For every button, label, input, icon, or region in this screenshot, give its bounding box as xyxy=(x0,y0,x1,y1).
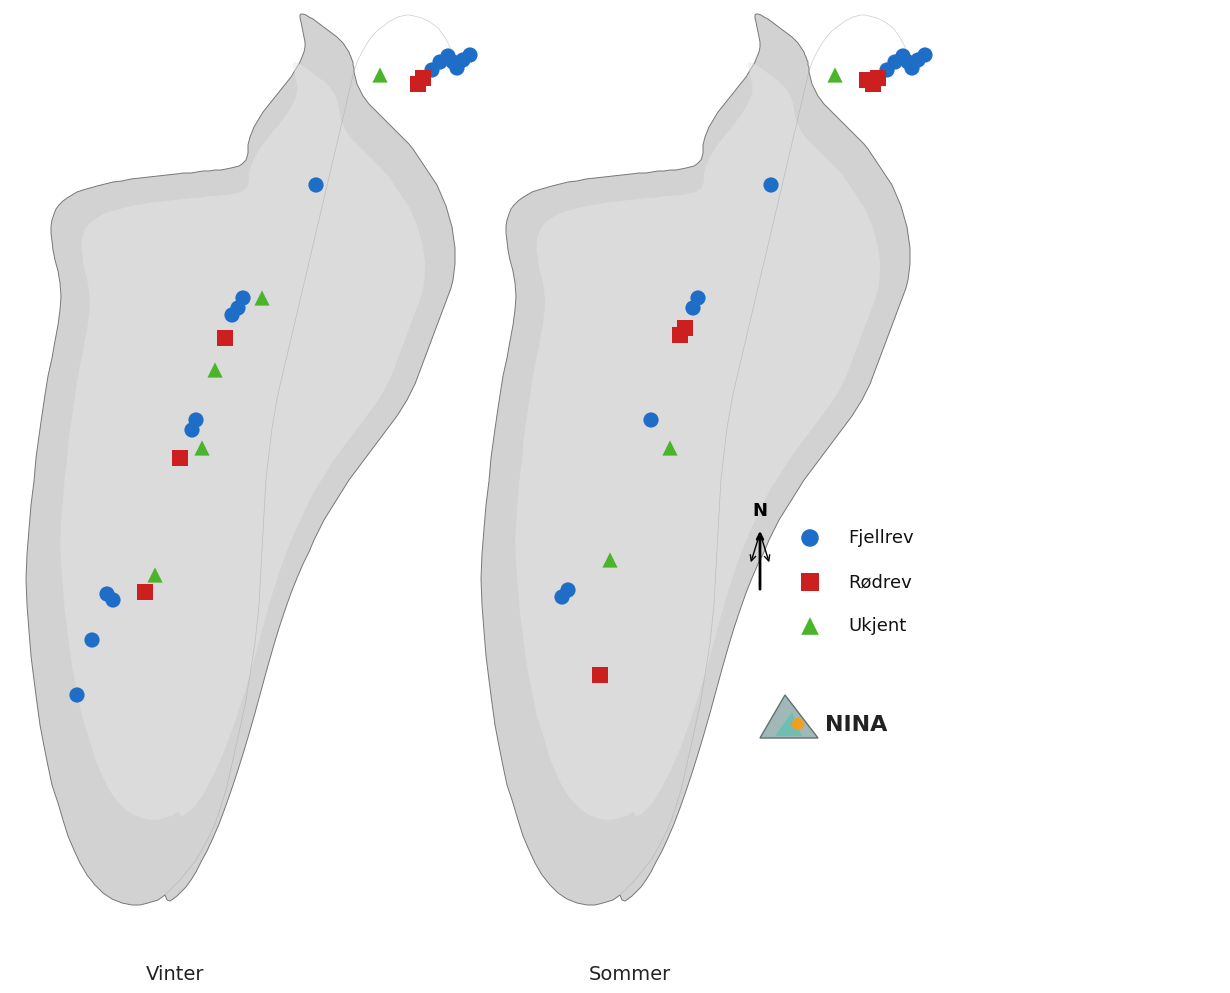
Point xyxy=(97,586,117,602)
Point xyxy=(915,47,935,63)
Point xyxy=(683,300,702,316)
Text: Vinter: Vinter xyxy=(145,965,204,984)
Point xyxy=(886,54,905,70)
Point xyxy=(877,62,897,77)
Point xyxy=(252,290,272,306)
Point xyxy=(228,300,247,316)
Polygon shape xyxy=(775,712,802,736)
Point xyxy=(422,62,442,77)
Point xyxy=(182,422,202,438)
Text: Ukjent: Ukjent xyxy=(847,617,907,635)
Point xyxy=(82,633,102,648)
Point xyxy=(801,618,820,634)
Point xyxy=(801,574,820,590)
Point xyxy=(306,177,326,193)
Text: Sommer: Sommer xyxy=(589,965,672,984)
Text: NINA: NINA xyxy=(825,715,887,735)
Point xyxy=(170,450,189,466)
Point xyxy=(558,582,578,598)
Point xyxy=(788,716,808,732)
Point xyxy=(908,52,927,68)
Polygon shape xyxy=(481,14,910,905)
Point xyxy=(438,48,458,64)
Point xyxy=(460,47,480,63)
Point xyxy=(430,54,450,70)
Polygon shape xyxy=(26,14,455,905)
Point xyxy=(863,76,883,92)
Point xyxy=(408,76,428,92)
Text: Rødrev: Rødrev xyxy=(847,573,911,591)
Point xyxy=(857,72,877,88)
Polygon shape xyxy=(515,63,879,820)
Point xyxy=(670,327,690,343)
Point xyxy=(801,530,820,546)
Point xyxy=(443,54,462,70)
Point xyxy=(448,60,467,75)
Point xyxy=(902,60,921,75)
Point xyxy=(103,592,123,608)
Point xyxy=(370,68,390,83)
Point xyxy=(135,584,155,600)
Point xyxy=(68,687,87,703)
Point xyxy=(205,362,225,378)
Point xyxy=(145,567,165,583)
Point xyxy=(761,177,781,193)
Point xyxy=(223,307,242,323)
Point xyxy=(868,71,888,86)
Point xyxy=(600,552,620,568)
Point xyxy=(893,48,913,64)
Point xyxy=(825,68,845,83)
Point xyxy=(688,290,707,306)
Point xyxy=(215,330,235,346)
Point xyxy=(234,290,253,306)
Point xyxy=(552,589,572,605)
Point xyxy=(413,71,433,86)
Point xyxy=(661,440,680,456)
Point xyxy=(641,412,661,428)
Polygon shape xyxy=(60,63,424,820)
Point xyxy=(186,412,205,428)
Point xyxy=(675,320,695,336)
Text: Fjellrev: Fjellrev xyxy=(847,529,914,547)
Point xyxy=(192,440,212,456)
Point xyxy=(590,667,610,683)
Text: N: N xyxy=(753,502,768,520)
Point xyxy=(453,52,472,68)
Point xyxy=(898,54,918,70)
Polygon shape xyxy=(760,695,818,738)
